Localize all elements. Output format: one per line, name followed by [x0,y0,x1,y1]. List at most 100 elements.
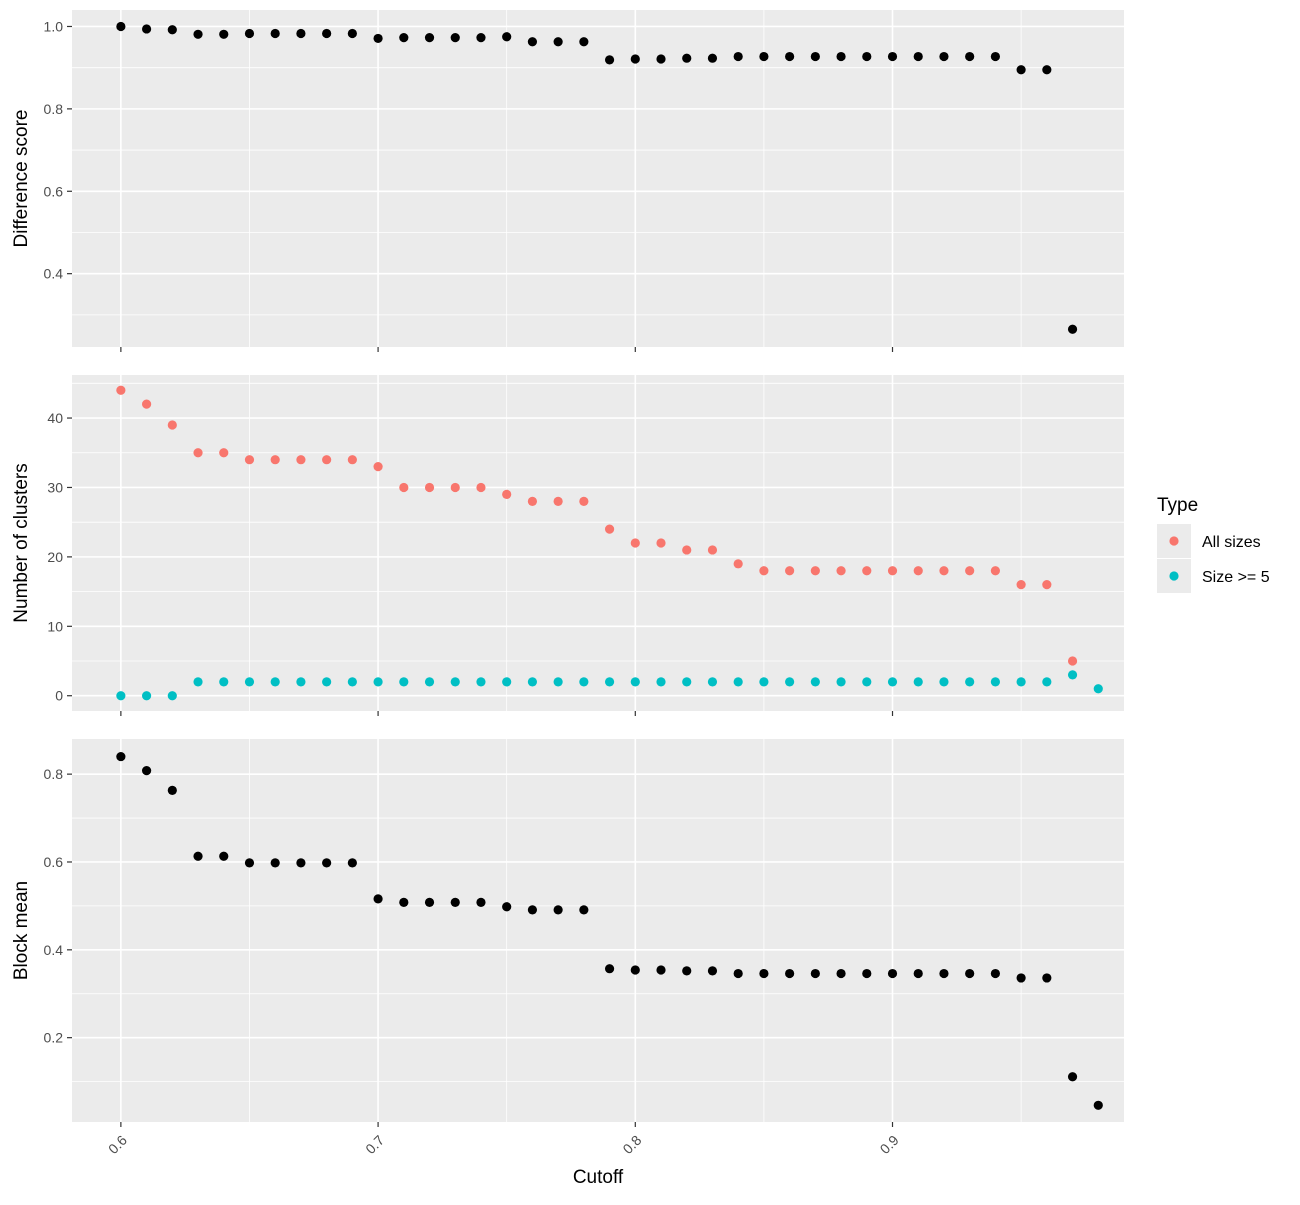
data-point [579,496,589,506]
data-point [810,968,820,979]
data-point [862,566,872,576]
y-axis-title: Difference score [11,110,32,248]
data-point [270,28,280,39]
data-point [193,29,203,39]
y-tick-label: 0.6 [44,854,64,870]
data-point [836,968,846,979]
data-point [399,33,409,43]
panel-background [72,739,1124,1122]
data-point [759,968,769,979]
data-point [424,33,435,43]
data-point [604,677,615,687]
data-point [167,420,177,430]
data-point [296,858,306,868]
data-point [270,677,280,687]
data-point [682,677,692,687]
data-point [887,968,898,979]
y-tick-label: 0.8 [44,101,64,117]
legend-label-1: Size >= 5 [1202,569,1270,586]
data-point [965,968,975,979]
data-point [965,677,975,687]
legend-title: Type [1157,495,1198,516]
data-point [347,28,357,39]
data-point [244,455,255,465]
data-point [424,482,435,493]
data-point [579,677,589,687]
data-point [219,851,229,861]
data-point [1093,684,1103,694]
data-point [604,55,615,65]
data-point [502,902,512,912]
data-point [270,455,280,465]
data-point [296,28,306,39]
data-point [373,462,383,472]
data-point [476,482,486,493]
data-point [630,538,640,548]
y-tick-label: 10 [47,618,63,634]
data-point [424,677,435,687]
data-point [399,677,409,687]
data-point [116,691,126,701]
data-point [810,51,820,62]
data-point [990,677,1000,687]
data-point [347,858,357,868]
data-point [656,677,666,687]
data-point [785,566,795,576]
data-point [579,37,589,47]
data-point [785,968,795,979]
data-point [450,33,460,43]
data-point [785,677,795,687]
data-point [1067,324,1078,334]
data-point [604,964,615,974]
data-point [476,677,486,687]
legend-key-1 [1169,571,1179,581]
data-point [373,894,383,904]
data-point [733,677,743,687]
data-point [193,851,203,861]
data-point [553,496,563,506]
data-point [219,29,229,39]
data-point [322,677,332,687]
data-point [244,858,255,868]
data-point [322,455,332,465]
data-point [527,496,538,506]
data-point [656,54,666,64]
data-point [939,968,949,979]
data-point [399,897,409,907]
data-point [244,28,255,39]
data-point [785,51,795,62]
data-point [1042,973,1052,983]
y-tick-label: 0.6 [44,183,64,199]
data-point [810,677,820,687]
data-point [733,51,743,62]
data-point [939,566,949,576]
panel-middle: 0 10 20 30 40 Number of clusters Type All sizes… [11,375,1270,716]
data-point [450,677,460,687]
data-point [990,51,1000,62]
panel-background [72,10,1124,347]
data-point [553,37,563,47]
data-point [836,677,846,687]
data-point [656,538,666,548]
data-point [759,566,769,576]
data-point [733,968,743,979]
data-point [476,33,486,43]
data-point [244,677,255,687]
x-tick-label: 0.9 [877,1132,902,1157]
panel-background [72,375,1124,711]
y-tick-label: 30 [47,479,63,495]
data-point [862,968,872,979]
series-0 [116,21,1078,334]
data-point [1016,973,1026,983]
x-tick-label: 0.6 [105,1132,130,1157]
data-point [939,51,949,62]
data-point [630,54,640,64]
panel-top: 0.4 0.6 0.8 1.0 Difference score [11,10,1124,352]
data-point [1067,656,1078,666]
y-axis-title: Block mean [11,881,32,980]
data-point [193,448,203,458]
data-point [424,897,435,907]
data-point [836,566,846,576]
data-point [913,968,923,979]
